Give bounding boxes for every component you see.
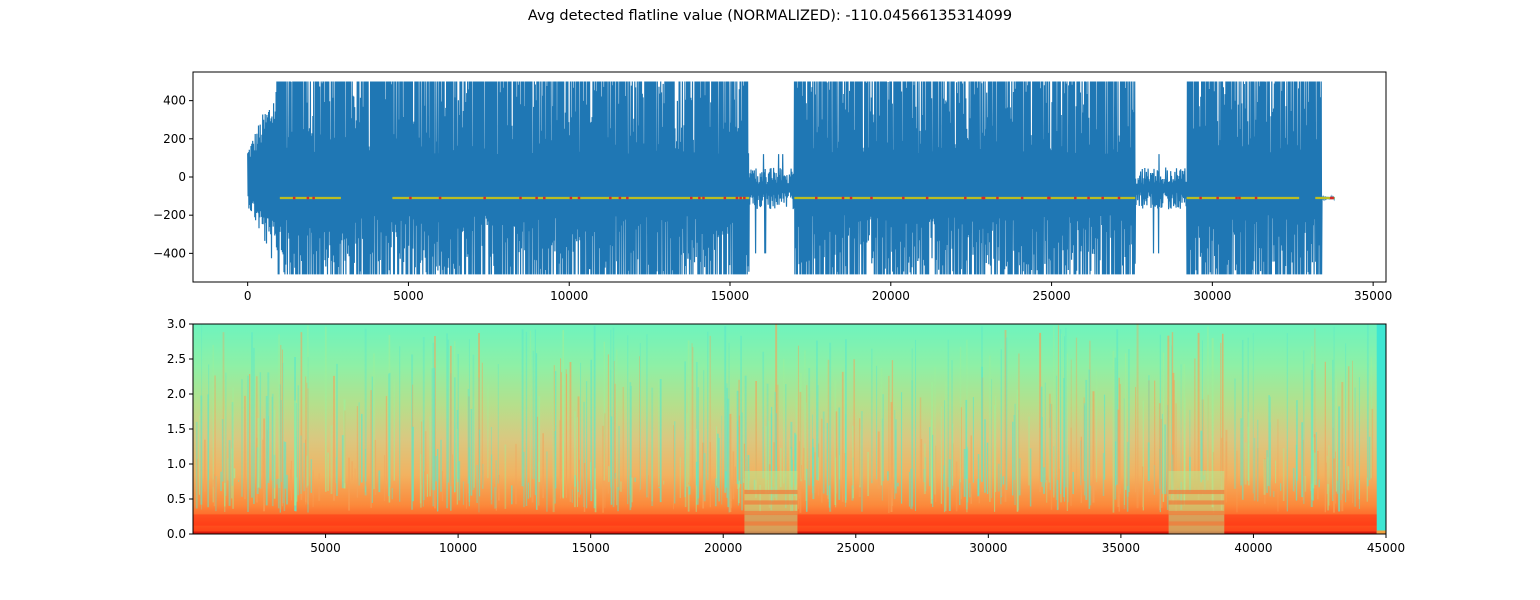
spectrogram-edge-low xyxy=(1376,530,1386,534)
y-tick-label: 2.5 xyxy=(167,352,186,366)
y-tick-label: 400 xyxy=(163,94,186,108)
spectrogram-plot: 5000 10000 15000 20000 25000 30000 35000 40000 4… xyxy=(167,317,1405,555)
y-tick-label: −400 xyxy=(153,246,186,260)
y-tick-label: 0.5 xyxy=(167,492,186,506)
x-tick-label: 45000 xyxy=(1367,541,1405,555)
harmonic-band xyxy=(1168,489,1225,495)
spectrogram-edge-column xyxy=(1376,324,1386,534)
x-tick-label: 30000 xyxy=(969,541,1007,555)
x-tick-label: 15000 xyxy=(572,541,610,555)
x-tick-label: 0 xyxy=(244,289,252,303)
spectrogram-y-axis: 0.0 0.5 1.0 1.5 2.0 2.5 3.0 xyxy=(167,317,193,541)
y-tick-label: 1.5 xyxy=(167,422,186,436)
x-tick-label: 5000 xyxy=(310,541,341,555)
y-tick-label: 2.0 xyxy=(167,387,186,401)
x-tick-label: 25000 xyxy=(1032,289,1070,303)
spectrogram-texture xyxy=(193,324,1386,534)
harmonic-band xyxy=(1168,500,1225,505)
y-tick-label: 3.0 xyxy=(167,317,186,331)
harmonic-band xyxy=(1168,510,1225,516)
harmonic-band xyxy=(744,510,798,516)
x-tick-label: 20000 xyxy=(872,289,910,303)
x-tick-label: 15000 xyxy=(711,289,749,303)
signal-plot: 0 5000 10000 15000 20000 25000 30000 35000 −400… xyxy=(153,71,1392,303)
y-tick-label: 0 xyxy=(178,170,186,184)
harmonic-band xyxy=(744,500,798,505)
signal-y-axis: −400 −200 0 200 400 xyxy=(153,94,193,260)
x-tick-label: 10000 xyxy=(439,541,477,555)
harmonic-band xyxy=(1168,521,1225,526)
x-tick-label: 35000 xyxy=(1354,289,1392,303)
y-tick-label: 1.0 xyxy=(167,457,186,471)
x-tick-label: 25000 xyxy=(837,541,875,555)
x-tick-label: 35000 xyxy=(1102,541,1140,555)
x-tick-label: 20000 xyxy=(704,541,742,555)
harmonic-band xyxy=(744,489,798,495)
x-tick-label: 5000 xyxy=(393,289,424,303)
spectrogram-x-axis: 5000 10000 15000 20000 25000 30000 35000 40000 4… xyxy=(310,534,1405,555)
signal-series-line xyxy=(247,81,1336,275)
x-tick-label: 10000 xyxy=(550,289,588,303)
y-tick-label: 0.0 xyxy=(167,527,186,541)
x-tick-label: 40000 xyxy=(1234,541,1272,555)
y-tick-label: 200 xyxy=(163,132,186,146)
spectrogram-area xyxy=(193,324,1386,534)
figure-title: Avg detected flatline value (NORMALIZED)… xyxy=(527,8,1013,24)
signal-x-axis: 0 5000 10000 15000 20000 25000 30000 35000 xyxy=(244,282,1392,303)
y-tick-label: −200 xyxy=(153,208,186,222)
x-tick-label: 30000 xyxy=(1193,289,1231,303)
harmonic-band xyxy=(744,521,798,526)
signal-plot-area xyxy=(247,81,1336,275)
